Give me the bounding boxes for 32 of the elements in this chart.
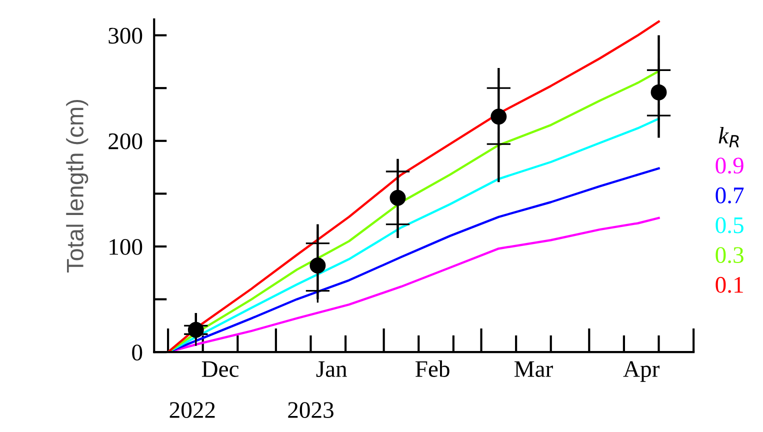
y-axis-title: Total length (cm) [66,100,88,272]
x-tick-label: Feb [416,360,450,378]
text: 0.3 [716,247,744,264]
y-tick-label: 0 [132,344,142,361]
point [486,76,510,100]
x2-tick-label: 2022 [170,402,215,418]
x-tick-label: Apr [623,361,660,382]
point [306,232,330,256]
text: 0.9 [716,158,744,174]
line-series [166,20,660,352]
point [490,108,507,125]
text: 0.7 [716,187,744,204]
x2-tick-label: 2023 [288,402,334,418]
point [646,104,671,128]
x-tick-label: Dec [202,361,239,378]
point [310,258,326,274]
x-tick-label: Jan [316,361,347,378]
y-tick-label: 300 [108,28,142,44]
x-tick-label: Mar [514,361,553,378]
point [386,212,410,236]
point [650,84,667,100]
point [306,279,330,303]
point [646,58,671,82]
point [188,322,204,338]
point [386,160,410,184]
text: 0.1 [716,276,743,293]
point [390,190,406,206]
y-tick-label: 100 [110,238,142,255]
point [486,132,510,156]
legend-title: k$_{R}$ [718,126,739,148]
y-tick-label: 200 [108,133,142,150]
text: 0.5 [716,217,744,234]
